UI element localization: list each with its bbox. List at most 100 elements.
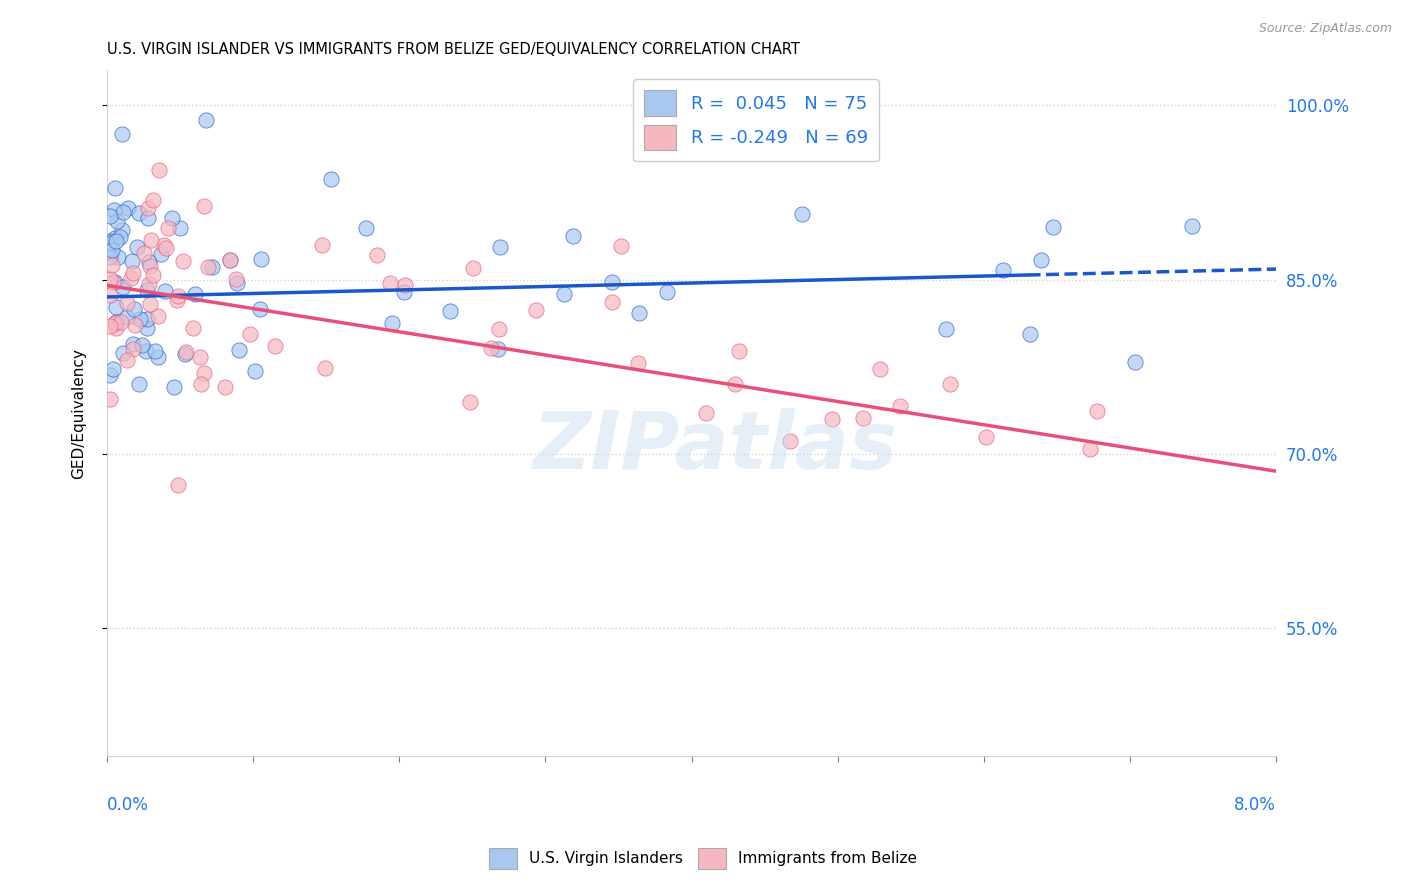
Point: [194, 112, 217, 127]
Point: [98, 287, 121, 301]
Point: [184, 287, 207, 301]
Point: [193, 366, 215, 380]
Point: [524, 303, 547, 318]
Point: [103, 180, 125, 194]
Point: [392, 285, 415, 299]
Point: [104, 316, 127, 330]
Point: [695, 406, 717, 420]
Point: [135, 344, 157, 359]
Text: ZIPatlas: ZIPatlas: [533, 409, 897, 486]
Point: [489, 240, 512, 254]
Point: [103, 202, 125, 217]
Point: [193, 199, 215, 213]
Point: [98, 234, 121, 248]
Point: [104, 321, 127, 335]
Point: [249, 252, 271, 266]
Point: [146, 309, 169, 323]
Point: [461, 260, 484, 275]
Point: [1018, 327, 1040, 342]
Point: [143, 344, 166, 359]
Point: [121, 253, 143, 268]
Point: [226, 276, 249, 290]
Point: [174, 344, 197, 359]
Point: [110, 315, 132, 329]
Point: [939, 376, 962, 391]
Point: [488, 322, 510, 336]
Point: [122, 342, 145, 356]
Point: [394, 277, 416, 292]
Point: [107, 250, 129, 264]
Point: [366, 247, 388, 261]
Point: [172, 253, 194, 268]
Point: [852, 411, 875, 425]
Point: [993, 262, 1015, 277]
Point: [1123, 355, 1146, 369]
Point: [553, 287, 575, 301]
Point: [117, 296, 139, 310]
Point: [264, 339, 287, 353]
Point: [486, 342, 509, 356]
Point: [821, 411, 844, 425]
Point: [111, 346, 134, 360]
Point: [479, 341, 502, 355]
Point: [728, 344, 751, 359]
Point: [105, 213, 128, 227]
Point: [381, 316, 404, 330]
Point: [104, 275, 127, 289]
Text: 0.0%: 0.0%: [107, 797, 149, 814]
Point: [166, 293, 188, 307]
Point: [1080, 442, 1102, 457]
Point: [128, 312, 150, 326]
Point: [125, 240, 148, 254]
Text: U.S. VIRGIN ISLANDER VS IMMIGRANTS FROM BELIZE GED/EQUIVALENCY CORRELATION CHART: U.S. VIRGIN ISLANDER VS IMMIGRANTS FROM …: [107, 42, 800, 57]
Point: [148, 162, 170, 177]
Point: [724, 376, 747, 391]
Point: [228, 343, 250, 357]
Point: [101, 275, 124, 289]
Point: [138, 255, 160, 269]
Point: [115, 310, 138, 325]
Point: [600, 275, 623, 289]
Point: [190, 376, 212, 391]
Point: [249, 301, 271, 316]
Point: [117, 201, 139, 215]
Point: [167, 478, 190, 492]
Point: [889, 399, 911, 413]
Point: [101, 259, 124, 273]
Point: [136, 201, 159, 215]
Point: [188, 350, 211, 364]
Point: [197, 260, 219, 275]
Point: [150, 247, 173, 261]
Point: [655, 285, 678, 300]
Point: [1085, 404, 1108, 418]
Point: [128, 206, 150, 220]
Point: [869, 361, 891, 376]
Point: [439, 303, 461, 318]
Legend: U.S. Virgin Islanders, Immigrants from Belize: U.S. Virgin Islanders, Immigrants from B…: [484, 841, 922, 875]
Point: [132, 245, 155, 260]
Point: [225, 272, 247, 286]
Point: [610, 238, 633, 252]
Point: [214, 380, 236, 394]
Point: [98, 368, 121, 382]
Point: [136, 283, 159, 297]
Point: [98, 392, 121, 407]
Point: [100, 243, 122, 257]
Point: [141, 268, 163, 282]
Point: [122, 302, 145, 317]
Point: [166, 289, 188, 303]
Point: [627, 356, 650, 370]
Text: 8.0%: 8.0%: [1234, 797, 1277, 814]
Point: [141, 233, 163, 247]
Point: [174, 346, 197, 360]
Point: [139, 260, 162, 274]
Point: [115, 353, 138, 368]
Point: [103, 231, 125, 245]
Point: [319, 172, 342, 186]
Point: [108, 229, 131, 244]
Point: [239, 326, 262, 341]
Point: [111, 128, 134, 142]
Point: [162, 211, 184, 226]
Point: [163, 380, 186, 394]
Point: [201, 260, 224, 275]
